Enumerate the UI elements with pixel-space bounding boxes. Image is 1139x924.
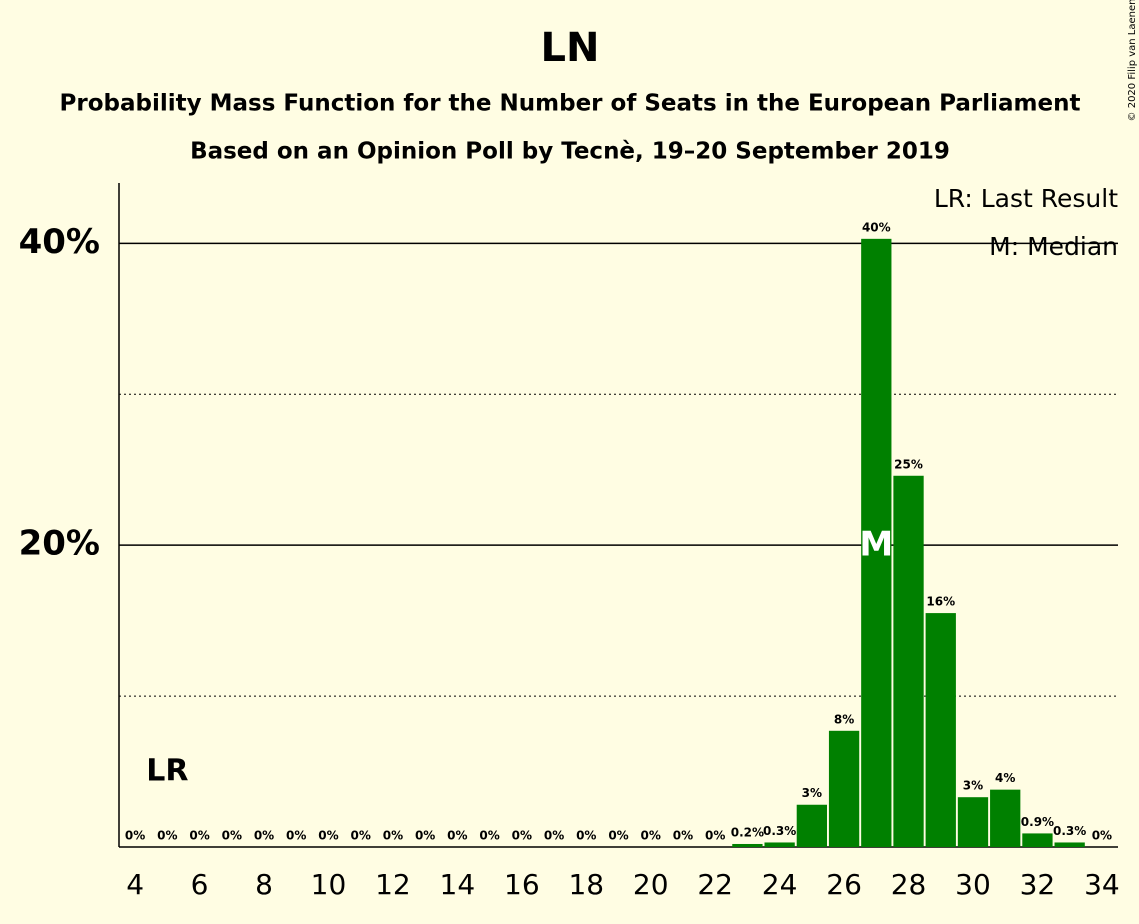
x-tick-label: 30 [955,868,991,901]
x-tick-label: 10 [311,868,347,901]
last-result-marker: LR [146,754,188,789]
x-tick-label: 20 [633,868,669,901]
x-tick-label: 4 [126,868,144,901]
value-label: 0% [157,829,177,843]
bar [925,613,956,847]
value-label: 0% [544,829,564,843]
x-tick-label: 26 [826,868,862,901]
value-label: 0% [673,829,693,843]
value-label: 0% [705,829,725,843]
value-label: 0% [318,829,338,843]
bar [828,730,860,847]
x-tick-label: 12 [375,868,411,901]
value-label: 40% [862,220,891,234]
value-label: 0% [286,829,306,843]
value-label: 0% [222,829,242,843]
chart-title: LN [541,25,600,71]
value-label: 0% [1092,829,1112,843]
y-tick-label: 20% [19,524,100,564]
value-label: 0% [479,829,499,843]
x-tick-label: 28 [891,868,927,901]
value-label: 0% [254,829,274,843]
value-label: 0% [125,829,145,843]
value-label: 0% [641,829,661,843]
bar [957,797,989,847]
x-tick-label: 32 [1020,868,1056,901]
bar [1022,833,1053,847]
value-label: 3% [963,779,983,793]
value-label: 0% [447,829,467,843]
value-label: 0.2% [731,825,764,839]
value-label: 0.9% [1021,815,1054,829]
bar [764,842,795,847]
copyright: © 2020 Filip van Laenen [1127,0,1138,121]
x-tick-label: 22 [697,868,733,901]
value-label: 0% [351,829,371,843]
chart-subtitle: Based on an Opinion Poll by Tecnè, 19–20… [190,139,950,165]
x-tick-label: 6 [191,868,209,901]
median-marker: M [859,525,893,565]
bar [796,804,828,847]
bar [861,238,892,847]
value-label: 0% [512,829,532,843]
y-tick-label: 40% [19,222,100,262]
x-tick-label: 24 [762,868,798,901]
value-label: 0% [383,829,403,843]
legend-entry: LR: Last Result [934,184,1118,213]
value-label: 0% [576,829,596,843]
x-tick-label: 8 [255,868,273,901]
value-label: 0% [415,829,435,843]
legend-entry: M: Median [989,232,1118,261]
value-label: 3% [802,786,822,800]
x-tick-label: 34 [1084,868,1120,901]
bar [732,843,763,847]
bar [893,475,924,847]
bar [1054,842,1085,847]
value-label: 16% [926,595,955,609]
value-label: 0.3% [1053,824,1086,838]
value-label: 0% [189,829,209,843]
chart-subtitle: Probability Mass Function for the Number… [60,91,1081,117]
value-label: 0.3% [763,824,796,838]
value-label: 25% [894,457,923,471]
value-label: 0% [608,829,628,843]
bar [990,789,1021,847]
x-tick-label: 14 [440,868,476,901]
value-label: 4% [995,771,1015,785]
value-label: 8% [834,712,854,726]
x-tick-label: 16 [504,868,540,901]
x-tick-label: 18 [568,868,604,901]
